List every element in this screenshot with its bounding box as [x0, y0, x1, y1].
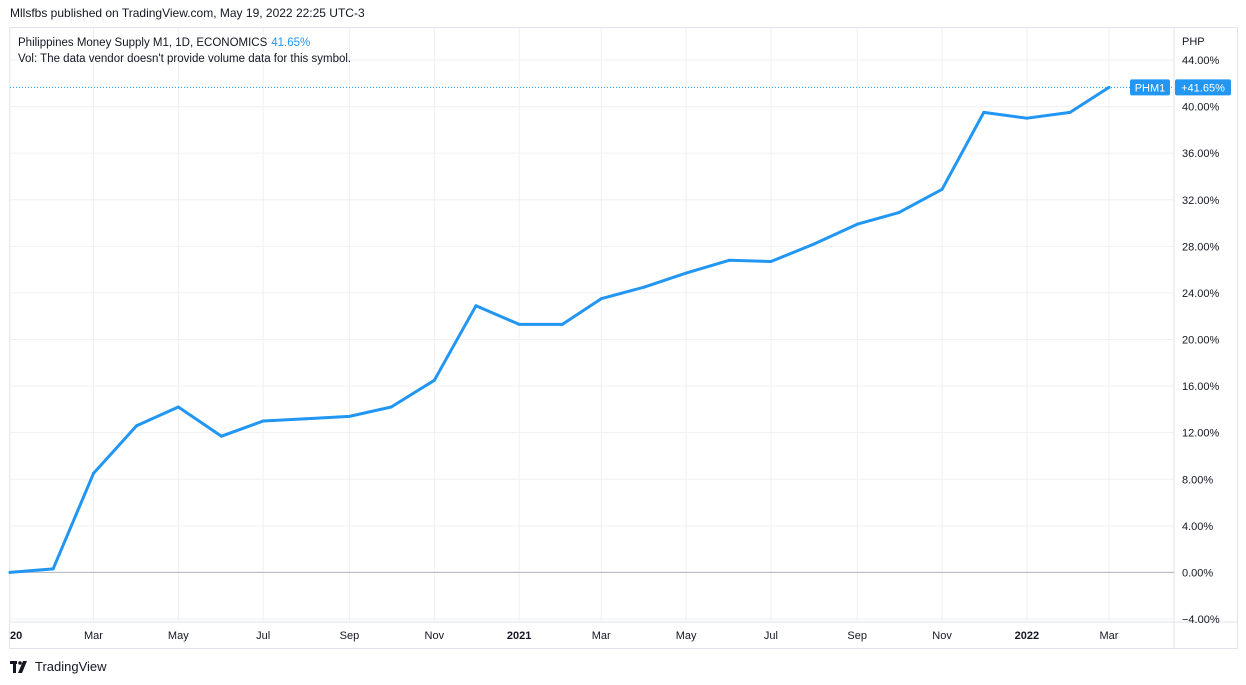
x-tick-label: May — [168, 630, 189, 642]
data-point[interactable] — [855, 222, 859, 226]
y-tick-label: 44.00% — [1182, 55, 1220, 67]
footer-brand-text: TradingView — [35, 659, 107, 674]
legend-volume-note: Vol: The data vendor doesn't provide vol… — [18, 53, 352, 65]
tradingview-logo-icon — [10, 660, 27, 673]
data-point[interactable] — [897, 211, 901, 215]
x-tick-label: Jul — [764, 630, 778, 642]
x-tick-label: Jul — [256, 630, 270, 642]
y-axis-title: PHP — [1182, 36, 1205, 48]
publisher-line: Mllsfbs published on TradingView.com, Ma… — [10, 6, 365, 20]
last-value-label-text: +41.65% — [1181, 82, 1225, 94]
y-axis-ticks: 44.00% 40.00% 36.00% 32.00% 28.00% 24.00% 20.0… — [1182, 55, 1220, 626]
symbol-label-text: PHM1 — [1135, 82, 1166, 94]
data-point[interactable] — [135, 424, 139, 428]
y-tick-label: 16.00% — [1182, 381, 1220, 393]
legend-symbol-text: Philippines Money Supply M1, 1D, ECONOMI… — [18, 37, 268, 49]
data-point[interactable] — [389, 405, 393, 409]
y-tick-label: 4.00% — [1182, 521, 1213, 533]
data-point[interactable] — [304, 417, 308, 421]
data-point[interactable] — [1068, 110, 1072, 114]
data-point[interactable] — [599, 297, 603, 301]
data-point[interactable] — [219, 434, 223, 438]
y-tick-label: 20.00% — [1182, 335, 1220, 347]
data-point[interactable] — [51, 567, 55, 571]
x-tick-label: 2021 — [507, 630, 531, 642]
x-tick-label: Sep — [847, 630, 867, 642]
data-point[interactable] — [684, 271, 688, 275]
data-point[interactable] — [642, 285, 646, 289]
x-tick-label: Sep — [340, 630, 360, 642]
y-tick-label: −4.00% — [1182, 614, 1220, 626]
series-line[interactable] — [8, 85, 1111, 574]
data-point[interactable] — [347, 414, 351, 418]
data-point[interactable] — [432, 378, 436, 382]
x-tick-label: Nov — [932, 630, 952, 642]
y-tick-label: 8.00% — [1182, 474, 1213, 486]
data-point[interactable] — [560, 322, 564, 326]
y-tick-label: 32.00% — [1182, 195, 1220, 207]
x-tick-label: Nov — [425, 630, 445, 642]
data-point[interactable] — [261, 419, 265, 423]
data-point[interactable] — [176, 405, 180, 409]
series-points — [8, 85, 1111, 574]
last-value-label-box — [1175, 79, 1231, 96]
data-point[interactable] — [1025, 116, 1029, 120]
y-tick-label: 12.00% — [1182, 428, 1220, 440]
grid-lines — [9, 28, 1174, 622]
x-tick-label: Mar — [592, 630, 611, 642]
footer-brand[interactable]: TradingView — [10, 659, 107, 674]
x-tick-label: 20 — [10, 630, 22, 642]
y-tick-label: 0.00% — [1182, 567, 1213, 579]
data-point[interactable] — [769, 259, 773, 263]
y-tick-label: 28.00% — [1182, 241, 1220, 253]
data-point[interactable] — [940, 187, 944, 191]
data-point[interactable] — [812, 242, 816, 246]
data-point[interactable] — [91, 471, 95, 475]
x-tick-label: 2022 — [1015, 630, 1039, 642]
x-axis-ticks: 20 Mar May Jul Sep Nov 2021 Mar May Jul Sep Nov 2022… — [10, 630, 1119, 642]
legend-symbol-row[interactable]: Philippines Money Supply M1, 1D, ECONOMI… — [18, 35, 351, 51]
x-tick-label: May — [676, 630, 697, 642]
symbol-label-box — [1130, 79, 1170, 96]
data-point[interactable] — [517, 322, 521, 326]
y-tick-label: 24.00% — [1182, 288, 1220, 300]
y-tick-label: 36.00% — [1182, 148, 1220, 160]
x-tick-label: Mar — [1100, 630, 1119, 642]
legend-last-value: 41.65% — [271, 37, 311, 49]
price-label-group: PHM1 +41.65% — [1130, 79, 1231, 96]
data-point[interactable] — [8, 570, 12, 574]
x-tick-label: Mar — [84, 630, 103, 642]
data-point[interactable] — [1107, 85, 1111, 89]
data-point[interactable] — [982, 110, 986, 114]
data-point[interactable] — [727, 258, 731, 262]
y-tick-label: 40.00% — [1182, 102, 1220, 114]
chart-legend: Philippines Money Supply M1, 1D, ECONOMI… — [18, 35, 351, 67]
data-point[interactable] — [474, 304, 478, 308]
